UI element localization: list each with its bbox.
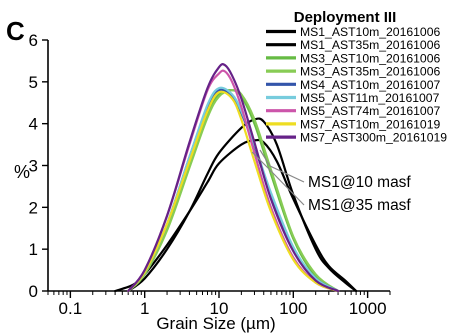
legend-label: MS1_AST35m_20161006 (300, 38, 440, 52)
legend: Deployment III MS1_AST10m_20161006MS1_AS… (266, 9, 447, 145)
legend-label: MS1_AST10m_20161006 (300, 25, 440, 39)
series-line-4 (127, 88, 340, 293)
y-tick-label: 1 (29, 240, 38, 259)
legend-label: MS7_AST300m_20161019 (300, 131, 447, 145)
series-line-1 (114, 138, 358, 293)
series-lines (114, 63, 358, 293)
annotation-label: MS1@35 masf (308, 197, 411, 214)
y-ticks: 0 1 2 3 4 5 6 (29, 31, 48, 301)
panel-label: C (6, 16, 25, 46)
x-tick-label: 1000 (349, 299, 387, 318)
annotation-label: MS1@10 masf (308, 174, 411, 191)
series-line-9 (127, 63, 340, 293)
annotation-leader-line (259, 149, 305, 183)
x-tick-label: 0.1 (59, 299, 83, 318)
legend-title: Deployment III (294, 9, 397, 26)
plot-area: 0 1 2 3 4 5 6 0.1 1 10 100 1000 MS1@10 masf MS1@35 … (29, 31, 412, 318)
x-tick-label: 10 (210, 299, 229, 318)
legend-label: MS4_AST10m_20161007 (300, 78, 440, 92)
legend-label: MS3_AST35m_20161006 (300, 65, 440, 79)
x-ticks: 0.1 1 10 100 1000 (47, 291, 391, 318)
x-axis-label: Grain Size (µm) (156, 314, 275, 333)
y-tick-label: 3 (29, 157, 38, 176)
x-tick-label: 100 (279, 299, 307, 318)
y-tick-label: 6 (29, 31, 38, 50)
y-tick-label: 5 (29, 73, 38, 92)
x-tick-label: 1 (140, 299, 149, 318)
annotation-leader-line (251, 151, 305, 206)
legend-label: MS5_AST11m_20161007 (300, 91, 440, 105)
legend-label: MS7_AST10m_20161019 (300, 117, 440, 131)
legend-label: MS5_AST74m_20161007 (300, 104, 440, 118)
y-tick-label: 0 (29, 282, 38, 301)
y-tick-label: 2 (29, 198, 38, 217)
annotations: MS1@10 masf MS1@35 masf (251, 149, 411, 214)
series-line-8 (127, 90, 340, 293)
y-axis-label: % (14, 162, 30, 182)
y-tick-label: 4 (29, 115, 38, 134)
legend-label: MS3_AST10m_20161006 (300, 51, 440, 65)
